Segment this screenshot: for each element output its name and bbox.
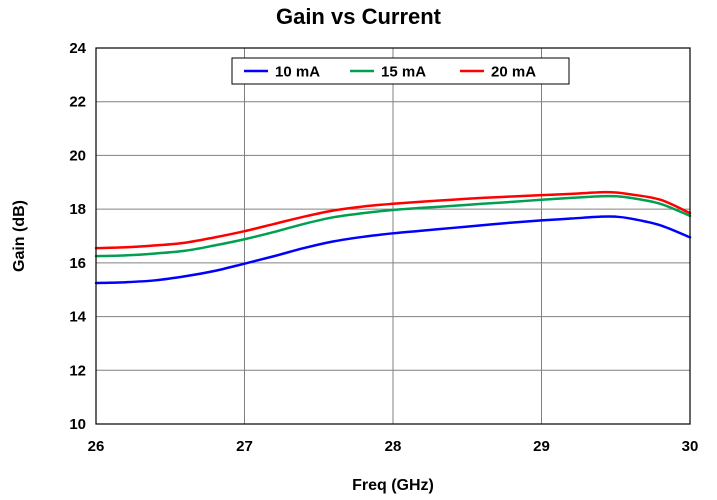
y-tick-label: 22: [69, 94, 86, 111]
series-lines: [94, 190, 692, 285]
x-tick-label: 28: [385, 438, 402, 455]
tick-labels: 26 27 28 29 30 10 12 14 16 18 20 22 24: [69, 40, 698, 455]
y-tick-label: 16: [69, 255, 86, 272]
y-tick-label: 14: [69, 309, 86, 326]
y-tick-label: 20: [69, 147, 86, 164]
plot-frame: [95, 47, 691, 425]
y-tick-label: 24: [69, 40, 86, 57]
series-line-15-ma: [94, 194, 692, 258]
x-tick-label: 30: [682, 438, 699, 455]
y-axis-label: Gain (dB): [11, 200, 28, 272]
legend-box: [231, 57, 570, 85]
chart-title: Gain vs Current: [275, 4, 442, 29]
series-line-10-ma: [94, 215, 692, 285]
legend-label: 10 mA: [275, 64, 320, 81]
legend-label: 15 mA: [381, 64, 426, 81]
y-tick-label: 18: [69, 201, 86, 218]
x-axis-label: Freq (GHz): [352, 477, 434, 494]
x-tick-label: 29: [533, 438, 550, 455]
x-tick-label: 27: [236, 438, 253, 455]
series-line-20-ma: [94, 190, 692, 250]
y-tick-label: 12: [69, 362, 86, 379]
legend-label: 20 mA: [491, 64, 536, 81]
grid: [96, 48, 690, 424]
legend: 10 mA 15 mA 20 mA: [231, 57, 570, 85]
x-tick-label: 26: [88, 438, 105, 455]
y-tick-label: 10: [69, 416, 86, 433]
